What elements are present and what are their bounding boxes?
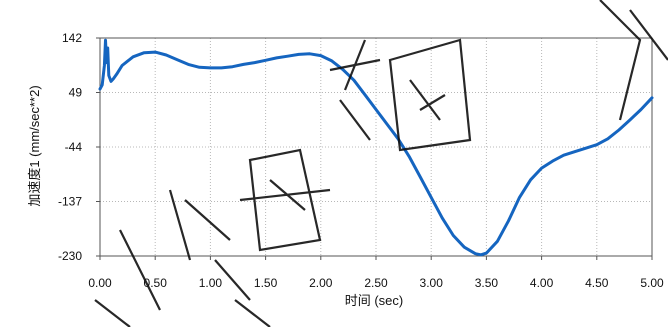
x-tick-label: 3.50	[475, 276, 499, 290]
y-axis: 142 49 -44 -137 -230	[58, 31, 100, 263]
x-tick-label: 4.50	[585, 276, 609, 290]
x-axis-label: 时间 (sec)	[345, 293, 404, 308]
x-tick-label: 2.00	[309, 276, 333, 290]
y-axis-label: 加速度1 (mm/sec**2)	[27, 85, 42, 206]
x-tick-label: 0.00	[88, 276, 112, 290]
y-tick-label: -230	[58, 249, 82, 263]
x-tick-label: 2.50	[364, 276, 388, 290]
y-tick-label: 49	[69, 86, 83, 100]
x-tick-label: 1.50	[254, 276, 278, 290]
x-tick-label: 3.00	[420, 276, 444, 290]
series-line	[98, 38, 654, 257]
x-tick-label: 1.00	[199, 276, 223, 290]
x-tick-label: 4.00	[530, 276, 554, 290]
y-tick-label: -44	[65, 140, 83, 154]
watermark	[94, 0, 668, 327]
x-axis: 0.00 0.50 1.00 1.50 2.00 2.50 3.00 3.50 4.00 4.50…	[88, 256, 664, 290]
x-tick-label: 5.00	[640, 276, 664, 290]
y-tick-label: -137	[58, 195, 82, 209]
y-tick-label: 142	[62, 31, 82, 45]
